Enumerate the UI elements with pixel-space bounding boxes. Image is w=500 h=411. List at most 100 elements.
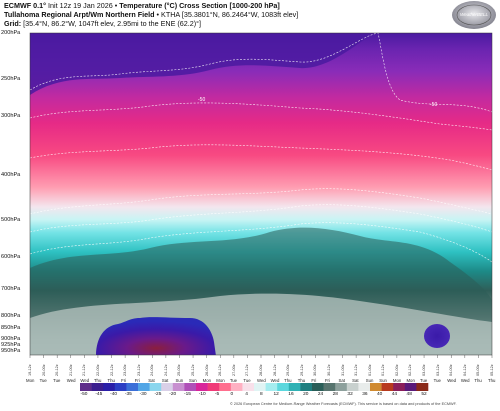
colorbar-swatch [335,383,348,391]
colorbar-tick: -25 [154,392,162,397]
x-tick-label: 03-12z [435,364,440,376]
colorbar-tick: 28 [332,392,338,397]
colorbar-tick: 8 [260,392,263,397]
x-tick-label: 25-12z [191,364,196,376]
colorbar-tick: 0 [230,392,234,397]
y-tick-700: 700hPa [1,286,21,292]
colorbar-swatch [230,383,243,391]
y-tick-850: 850hPa [1,325,21,331]
y-tick-800: 800hPa [1,313,21,319]
x-day-label: Wed [447,378,456,383]
colorbar-swatch [381,383,394,391]
station-info: • KTHA [35.3801°N, 86.2464°W, 1083ft ele… [154,10,299,19]
colorbar-swatch [80,383,92,391]
x-tick-label: 02-00z [394,364,399,376]
colorbar-tick: 40 [376,392,383,397]
x-tick-label: 24-00z [150,364,155,376]
contour-label-2: -50 [430,102,437,108]
colorbar-tick: -5 [214,392,220,397]
x-day-label: Sun [189,378,197,383]
x-tick-label: 23-00z [123,364,128,376]
chart-header: ECMWF 0.1° Init 12z 19 Jan 2026 • Temper… [4,1,444,28]
x-tick-label: 23-12z [136,364,141,376]
colorbar-swatch [196,383,208,391]
colorbar-tick: 44 [391,392,398,397]
x-day-label: Thu [297,378,306,383]
x-tick-label: 30-00z [313,364,318,376]
logo-graphic [452,1,496,29]
colorbar-tick: 32 [347,392,353,397]
logo-wordmark: WeatherBELL [460,12,488,17]
x-tick-label: 01-00z [367,364,372,376]
colorbar-swatch [138,383,150,391]
x-day-label: Wed [66,378,76,383]
x-tick-label: 27-00z [231,364,236,376]
y-tick-500: 500hPa [1,217,21,223]
x-tick-label: 29-12z [299,364,304,376]
colorbar-swatch [184,383,197,391]
x-tick-label: 24-12z [163,364,168,376]
colorbar-tick: -50 [80,392,88,397]
x-day-label: Wed [80,378,90,383]
colorbar-swatch [114,383,127,391]
contour-label-1: -50 [198,97,205,103]
x-day-label: Mon [216,378,225,383]
cold-pool-1 [96,317,216,355]
y-tick-600: 600hPa [1,254,21,260]
x-day-label: Sat [161,378,169,383]
colorbar-tick: -35 [124,392,132,397]
x-tick-label: 28-00z [259,364,263,376]
x-tick-label: 26-12z [218,364,223,376]
colorbar-tick: 20 [303,392,309,397]
x-day-label: Wed [257,378,266,383]
x-tick-label: 22-12z [109,364,114,376]
x-day-label: Tue [433,378,441,383]
colorbar-swatch [91,383,104,391]
colorbar-swatch [323,383,336,391]
x-tick-label: 19-12z [28,364,32,376]
x-day-label: Mon [392,378,402,383]
colorbar-swatch [172,383,185,391]
x-day-label: Tue [420,378,428,383]
colorbar-tick: -20 [169,392,177,397]
plot-area: -50 -50 [30,33,492,355]
x-day-label: Fri [311,378,317,383]
x-day-label: Mon [406,378,415,383]
grid-label: Grid: [4,19,22,28]
x-day-label: Tue [39,378,47,383]
x-tick-label: 04-12z [462,364,467,376]
colorbar-swatch [346,383,359,391]
x-day-label: Sun [365,378,374,383]
colorbar-swatch [149,383,162,391]
colorbar-swatch [288,383,301,391]
colorbar-swatch [300,383,313,391]
x-tick-label: 20-00z [41,364,46,376]
colorbar-swatch [416,383,429,391]
x-day-label: Fri [324,378,330,383]
colorbar-tick: -40 [110,392,118,397]
station-name: Tullahoma Regional Arpt/Wm Northern Fiel… [4,10,155,19]
colorbar-swatch [207,383,220,391]
colorbar-tick: 24 [317,392,324,397]
cold-pool-2 [424,324,450,348]
x-tick-label: 26-00z [204,364,209,376]
colorbar-tick: -45 [95,392,103,397]
x-tick-label: 04-00z [449,364,454,376]
colorbar-swatch [254,383,266,391]
colorbar-tick: -15 [184,392,191,397]
colorbar-swatch [265,383,278,391]
upper-cold-region [30,33,375,95]
x-tick-label: 21-00z [68,364,73,376]
x-day-label: Thu [474,378,482,383]
chart-title: Temperature (°C) Cross Section [1000-200… [119,1,280,10]
x-day-label: Mon [26,378,35,383]
colorbar-tick: -10 [198,392,206,397]
x-tick-label: 28-12z [272,364,277,376]
model-name: ECMWF 0.1° [4,1,47,10]
y-tick-400: 400hPa [1,172,21,178]
colorbar-tick: 52 [421,392,427,397]
header-line-2: Tullahoma Regional Arpt/Wm Northern Fiel… [4,10,444,19]
header-line-3: Grid: [35.4°N, 86.2°W, 1047ft elev, 2.95… [4,19,444,28]
x-day-label: Sat [352,378,359,383]
